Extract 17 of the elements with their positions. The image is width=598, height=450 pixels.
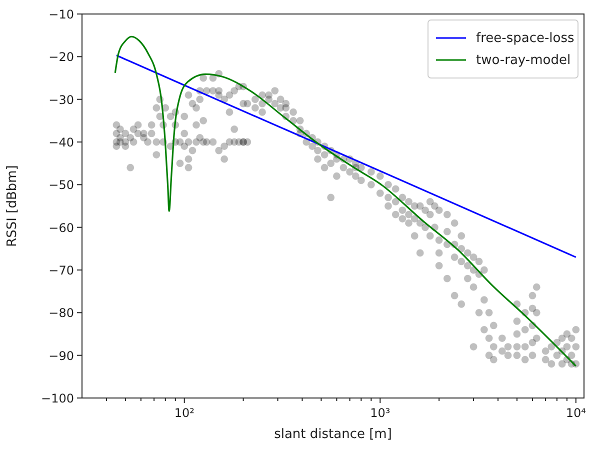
y-tick-label: −80 [48,306,74,320]
x-axis-title: slant distance [m] [274,427,392,442]
y-tick-label: −40 [48,136,74,150]
legend-label: free-space-loss [476,31,574,46]
x-tick-label: 10² [174,406,195,420]
legend-label: two-ray-model [476,53,571,68]
y-tick-label: −30 [48,92,74,107]
x-tick-label: 10³ [370,406,390,420]
y-tick-label: −20 [48,50,74,64]
y-axis-title: RSSI [dBbm] [5,165,20,247]
y-tick-label: −10 [48,8,74,22]
y-tick-label: −60 [48,220,74,235]
y-tick-label: −100 [41,392,74,406]
y-tick-label: −50 [48,178,74,192]
y-tick-label: −90 [48,348,74,363]
x-tick-label: 10⁴ [566,406,586,420]
y-tick-label: −70 [48,264,74,278]
